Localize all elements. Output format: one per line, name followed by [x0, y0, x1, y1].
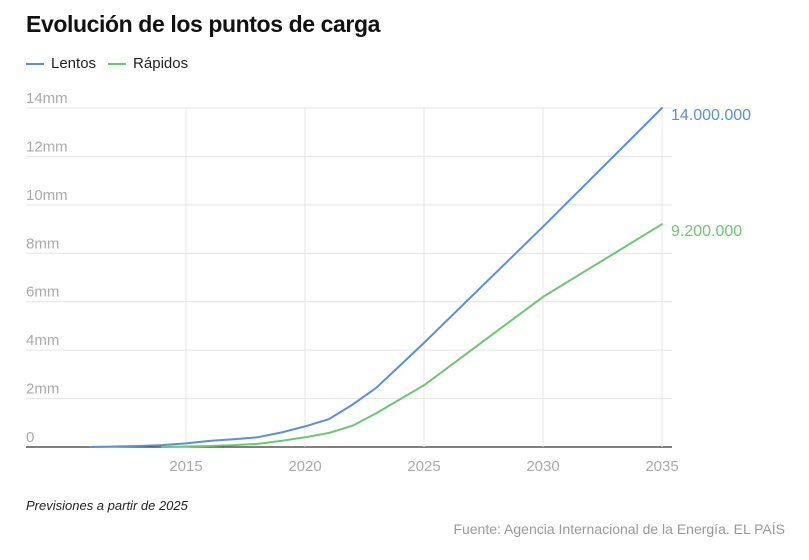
- x-tick-label: 2025: [407, 458, 440, 475]
- end-value-label: 9.200.000: [671, 223, 742, 240]
- legend-swatch-lentos: [26, 62, 44, 65]
- y-tick-label: 6mm: [26, 284, 59, 301]
- y-tick-label: 2mm: [26, 381, 59, 398]
- forecast-note: Previsiones a partir de 2025: [26, 498, 188, 513]
- y-tick-label: 14mm: [26, 90, 68, 107]
- series-lines: [89, 107, 663, 448]
- source-credit: Fuente: Agencia Internacional de la Ener…: [453, 521, 785, 537]
- y-tick-label: 12mm: [26, 138, 68, 155]
- legend: Lentos Rápidos: [26, 55, 188, 72]
- legend-item-rapidos: Rápidos: [108, 55, 188, 72]
- y-tick-label: 4mm: [26, 332, 59, 349]
- legend-swatch-rapidos: [108, 62, 127, 65]
- legend-label-rapidos: Rápidos: [133, 55, 189, 72]
- line-chart: 0 2mm 4mm 6mm 8mm 10mm 12mm 14mm 2015 2020 2025 203…: [26, 90, 751, 475]
- series-line-lentos: [89, 107, 663, 448]
- legend-item-lentos: Lentos: [26, 55, 96, 72]
- x-tick-label: 2020: [288, 458, 321, 475]
- x-tick-label: 2035: [645, 458, 678, 475]
- end-value-label: 14.000.000: [671, 107, 751, 124]
- y-tick-label: 0: [26, 429, 34, 446]
- y-tick-label: 10mm: [26, 187, 68, 204]
- x-tick-label: 2015: [169, 458, 202, 475]
- axis-labels: 0 2mm 4mm 6mm 8mm 10mm 12mm 14mm 2015 2020 2025 203…: [26, 90, 751, 475]
- chart-title: Evolución de los puntos de carga: [26, 11, 380, 37]
- x-tick-label: 2030: [526, 458, 559, 475]
- y-tick-label: 8mm: [26, 235, 59, 252]
- legend-label-lentos: Lentos: [51, 55, 97, 72]
- series-line-rapidos: [161, 223, 663, 448]
